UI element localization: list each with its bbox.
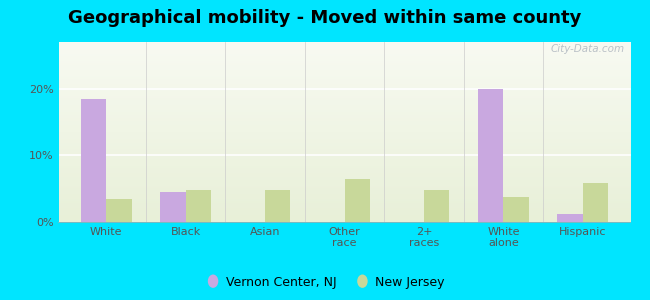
Bar [265,190,291,222]
Text: City-Data.com: City-Data.com [551,44,625,54]
Bar [583,183,608,222]
Bar [344,179,370,222]
Bar [160,192,186,222]
Bar [503,197,529,222]
Bar [106,199,131,222]
Bar [424,190,449,222]
Bar [81,99,106,222]
Legend: Vernon Center, NJ, New Jersey: Vernon Center, NJ, New Jersey [201,271,449,294]
Bar [558,214,583,222]
Bar [186,190,211,222]
Bar [478,89,503,222]
Text: Geographical mobility - Moved within same county: Geographical mobility - Moved within sam… [68,9,582,27]
